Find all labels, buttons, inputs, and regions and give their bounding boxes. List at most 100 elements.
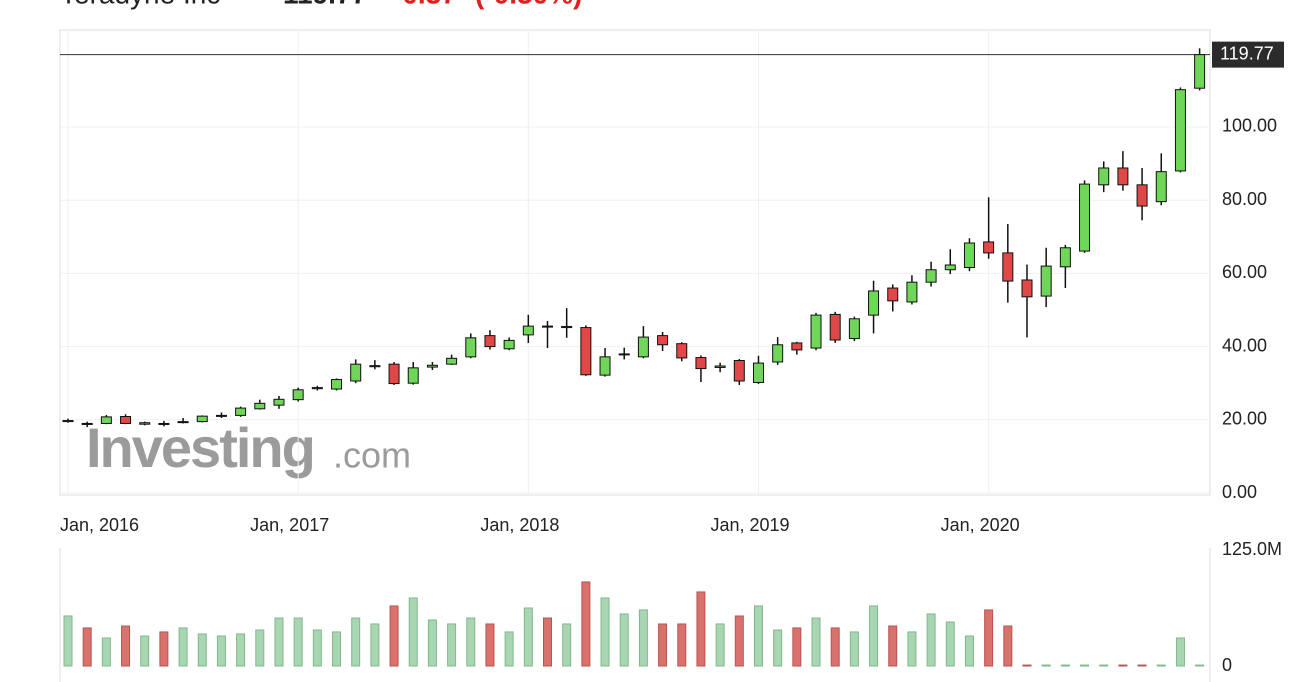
volume-bar xyxy=(447,623,457,667)
volume-bar xyxy=(658,623,668,667)
price-change: -0.37 xyxy=(393,0,457,9)
candle-body xyxy=(465,337,477,358)
volume-bar xyxy=(216,635,226,667)
candle-body xyxy=(561,325,573,329)
x-tick-label: Jan, 2020 xyxy=(941,515,1020,535)
volume-bar xyxy=(1060,664,1070,667)
volume-bar xyxy=(82,627,92,667)
candle-body xyxy=(503,339,515,350)
volume-bar xyxy=(1156,664,1166,667)
y-tick-label: 100.00 xyxy=(1222,116,1277,136)
candle-body xyxy=(1040,265,1052,297)
candle-body xyxy=(695,357,707,370)
volume-bar xyxy=(159,631,169,667)
candle-body xyxy=(1021,279,1033,298)
candle-body xyxy=(772,344,784,363)
volume-bar xyxy=(370,623,380,667)
volume-bar xyxy=(351,617,361,667)
volume-bar xyxy=(121,625,131,667)
last-price-tag xyxy=(1212,41,1284,68)
volume-bar xyxy=(600,597,610,667)
volume-bar xyxy=(1195,664,1205,667)
candle-body xyxy=(1174,89,1186,172)
volume-bar xyxy=(773,629,783,667)
candle-body xyxy=(657,335,669,346)
volume-bar xyxy=(792,627,802,667)
volume-bar xyxy=(466,617,476,667)
volume-bar xyxy=(255,629,265,667)
volume-bar xyxy=(1175,637,1185,667)
candle-body xyxy=(235,407,247,416)
candle-body xyxy=(714,365,726,368)
volume-bar xyxy=(1080,664,1090,667)
volume-tick-label: 125.0M xyxy=(1222,539,1282,559)
volume-bar xyxy=(888,625,898,667)
volume-bar xyxy=(926,613,936,667)
candle-body xyxy=(350,363,362,382)
volume-bar xyxy=(734,615,744,667)
candle-body xyxy=(810,314,822,349)
candle-body xyxy=(1194,54,1206,89)
volume-bar xyxy=(1041,664,1051,667)
watermark: Investing xyxy=(86,416,314,479)
x-tick-label: Jan, 2017 xyxy=(250,515,329,535)
candle-body xyxy=(887,287,899,302)
candle-body xyxy=(100,416,112,424)
volume-bar xyxy=(869,605,879,667)
x-tick-label: Jan, 2016 xyxy=(60,515,139,535)
candle-body xyxy=(580,327,592,376)
candle-body xyxy=(1059,247,1071,268)
candle-body xyxy=(906,281,918,303)
candle-body xyxy=(426,364,438,368)
volume-bar xyxy=(293,617,303,667)
watermark: .com xyxy=(333,435,411,476)
x-tick-label: Jan, 2019 xyxy=(710,515,789,535)
y-tick-label: 20.00 xyxy=(1222,409,1267,429)
candle-body xyxy=(369,365,381,368)
volume-bar xyxy=(638,609,648,667)
volume-bar xyxy=(140,635,150,667)
candle-body xyxy=(983,241,995,254)
volume-bar xyxy=(984,609,994,667)
candle-body xyxy=(254,402,266,410)
candle-body xyxy=(733,360,745,382)
volume-bar xyxy=(1099,664,1109,667)
candle-body xyxy=(1155,171,1167,203)
y-tick-label: 60.00 xyxy=(1222,262,1267,282)
volume-bar xyxy=(504,631,514,667)
candle-body xyxy=(944,264,956,271)
candle-body xyxy=(868,290,880,316)
candle-body xyxy=(177,421,189,424)
volume-bar xyxy=(312,629,322,667)
candle-body xyxy=(963,242,975,269)
stock-price: 119.77 xyxy=(283,0,367,9)
volume-bar xyxy=(178,627,188,667)
price-panel xyxy=(59,29,1211,496)
volume-bar xyxy=(964,635,974,667)
candle-body xyxy=(120,416,132,424)
candle-body xyxy=(81,422,93,425)
volume-bar xyxy=(811,617,821,667)
volume-bar xyxy=(332,631,342,667)
volume-bar xyxy=(485,623,495,667)
candle-body xyxy=(829,313,841,341)
candle-body xyxy=(1098,167,1110,186)
volume-bar xyxy=(197,633,207,667)
candle-body xyxy=(139,422,151,425)
y-tick-label: 40.00 xyxy=(1222,335,1267,355)
candle-body xyxy=(542,325,553,328)
x-tick-label: Jan, 2018 xyxy=(480,515,559,535)
volume-bar xyxy=(63,615,73,667)
last-price-label: 119.77 xyxy=(1220,43,1274,63)
candle-body xyxy=(599,356,611,376)
candle-body xyxy=(196,415,208,423)
volume-bar xyxy=(101,637,111,667)
candle-body xyxy=(388,363,400,385)
candle-body xyxy=(158,422,170,425)
price-change-pct: (-0.30%) xyxy=(475,0,582,9)
candle-body xyxy=(1079,183,1091,252)
y-tick-label: 0.00 xyxy=(1222,482,1257,502)
volume-bar xyxy=(849,631,859,667)
volume-bar xyxy=(1137,664,1147,667)
volume-bar xyxy=(274,617,284,667)
